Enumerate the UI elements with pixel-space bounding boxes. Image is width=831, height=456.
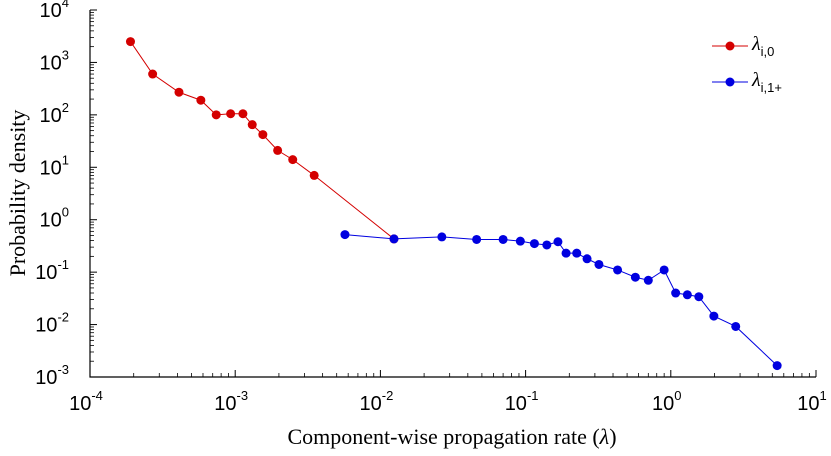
legend-label-lambda-i0: λi,0: [751, 33, 774, 59]
series-0-point: [148, 69, 158, 79]
series-1-point: [572, 248, 582, 258]
series-1-point: [389, 234, 399, 244]
y-tick-label: 10-1: [35, 257, 69, 284]
series-1-point: [594, 259, 604, 269]
y-tick-label: 102: [40, 100, 69, 127]
series-0-point: [174, 87, 184, 97]
series-1-point: [613, 265, 623, 275]
series-layer: [125, 37, 782, 371]
series-1-point: [561, 248, 571, 258]
x-axis-ticks: 10-4 10-3 10-2 10-1 100 101: [69, 370, 827, 415]
series-1-point: [553, 237, 563, 247]
series-1-point: [437, 232, 447, 242]
x-tick-label: 101: [797, 388, 826, 415]
x-axis-label: Component-wise propagation rate (λ): [287, 424, 616, 449]
x-tick-label: 10-3: [214, 388, 248, 415]
legend-item-lambda-i1plus: λi,1+: [712, 69, 782, 95]
y-tick-label: 100: [40, 205, 69, 232]
y-tick-label: 10-2: [35, 310, 69, 337]
series-1-point: [529, 239, 539, 249]
legend: λi,0 λi,1+: [712, 33, 782, 95]
series-0-point: [125, 37, 135, 47]
series-1-point: [515, 236, 525, 246]
series-1-point: [542, 240, 552, 250]
series-1-point: [340, 230, 350, 240]
y-tick-label: 10-3: [35, 362, 69, 389]
series-1-point: [630, 272, 640, 282]
y-tick-label: 103: [40, 47, 69, 74]
y-tick-label: 104: [40, 0, 69, 22]
series-0-point: [309, 170, 319, 180]
series-1-point: [694, 292, 704, 302]
series-0-point: [258, 130, 268, 140]
x-tick-label: 10-1: [505, 388, 539, 415]
series-0-point: [273, 145, 283, 155]
series-0-point: [196, 95, 206, 105]
series-1-point: [472, 234, 482, 244]
series-1-point: [582, 254, 592, 264]
legend-swatch-marker-lambda-i0: [725, 41, 735, 51]
series-1-point: [772, 361, 782, 371]
y-tick-label: 101: [40, 152, 69, 179]
series-1-point: [671, 288, 681, 298]
x-tick-label: 10-2: [359, 388, 393, 415]
y-axis-label: Probability density: [5, 110, 30, 277]
legend-label-lambda-i1plus: λi,1+: [751, 69, 782, 95]
series-0-point: [238, 109, 248, 119]
series-0-point: [211, 110, 221, 120]
series-1-point: [682, 290, 692, 300]
series-1-point: [498, 234, 508, 244]
series-1-point: [659, 265, 669, 275]
series-1: [340, 230, 782, 371]
x-tick-label: 100: [652, 388, 681, 415]
y-axis-ticks: 10-3 10-2 10-1 100 101 102 103 104: [35, 0, 97, 389]
x-tick-label: 10-4: [69, 388, 103, 415]
series-0-point: [288, 155, 298, 165]
series-0-point: [247, 120, 257, 130]
plot-area: [90, 10, 816, 377]
series-0-point: [226, 109, 236, 119]
legend-item-lambda-i0: λi,0: [712, 33, 774, 59]
series-1-point: [709, 311, 719, 321]
series-1-point: [731, 321, 741, 331]
legend-swatch-marker-lambda-i1plus: [725, 77, 735, 87]
series-1-point: [643, 275, 653, 285]
